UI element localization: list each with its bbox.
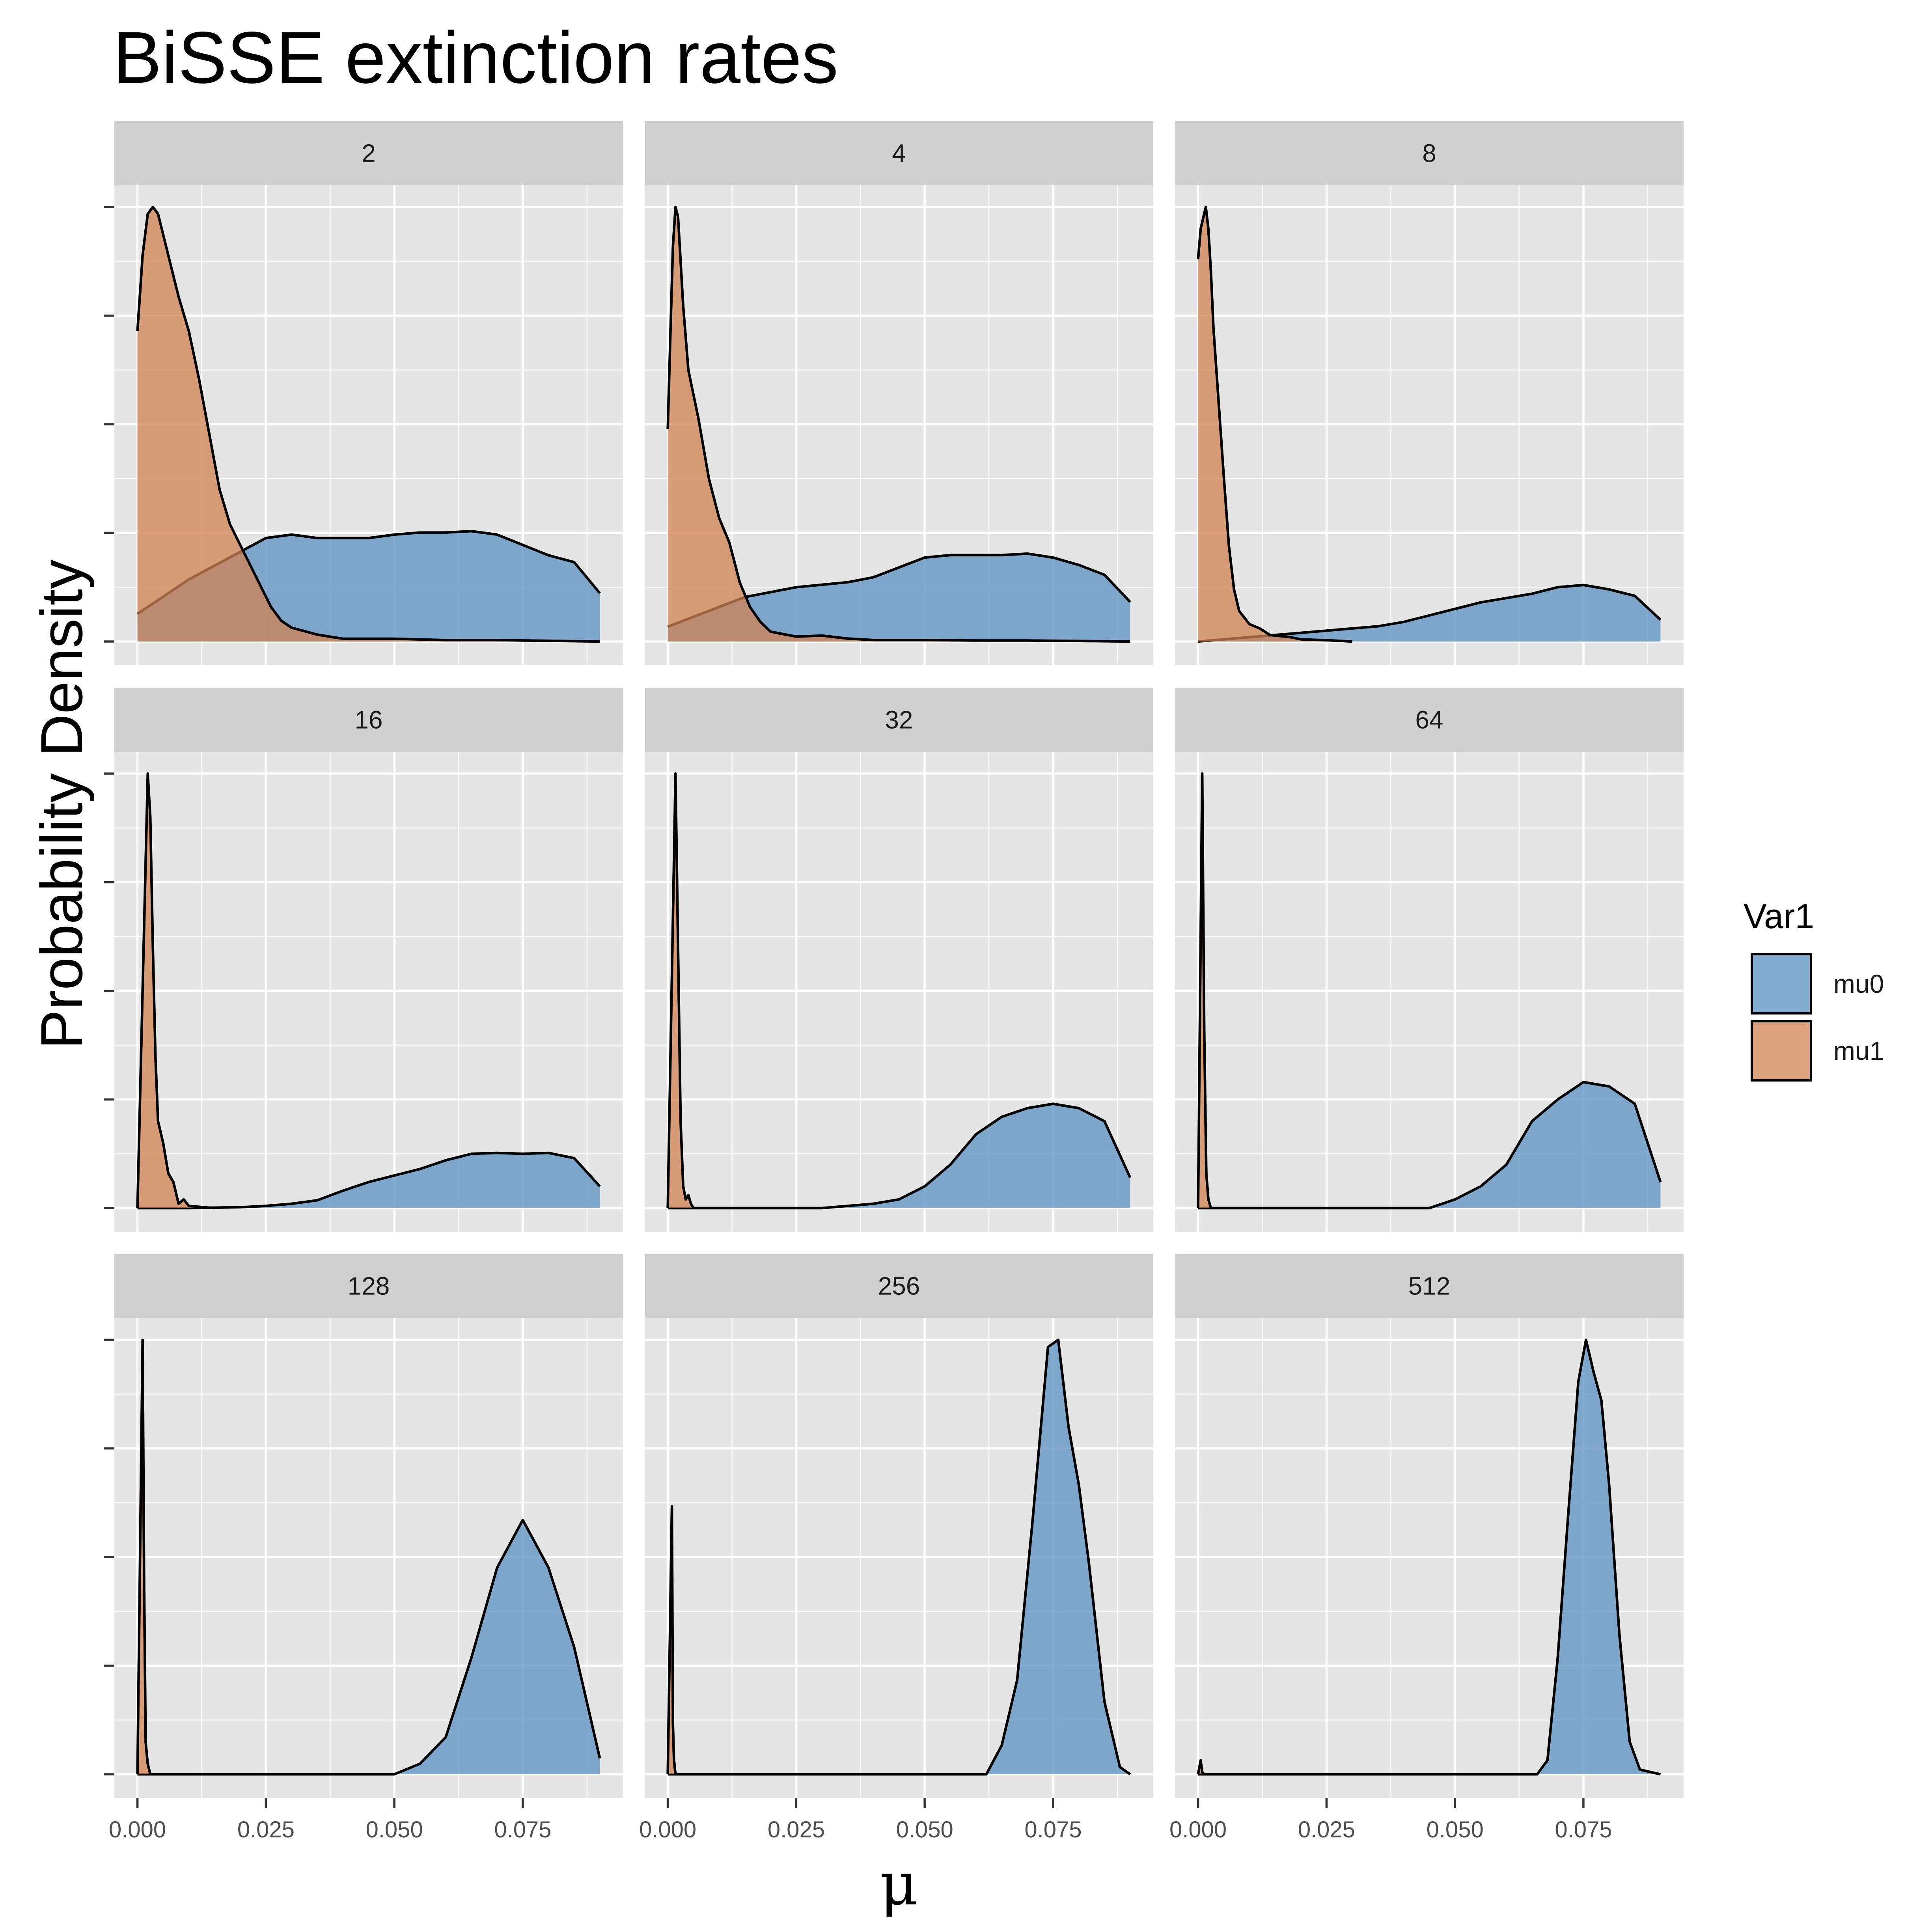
facet-strip-label: 64 [1415, 706, 1443, 734]
density-line-mu0 [668, 1338, 1131, 1776]
facet-strip [1175, 688, 1684, 752]
facet-strip [1175, 121, 1684, 185]
density-area-mu0 [1198, 585, 1661, 642]
density-line-mu1 [1197, 1759, 1205, 1775]
density-line-mu1 [1197, 772, 1212, 1208]
density-line-mu1 [666, 205, 1130, 643]
x-tick-label: 0.025 [237, 1817, 295, 1842]
facet-strip-label: 8 [1422, 139, 1436, 168]
facet-strip [114, 121, 623, 185]
facet-strip [645, 1254, 1153, 1318]
facet-grid: 2 4 8 16 32 64 128 0.000 0.025 0.050 0.075 256 0.000… [104, 121, 1684, 1842]
x-tick-label: 0.050 [896, 1817, 953, 1842]
facet-panel-256: 256 0.000 0.025 0.050 0.075 [639, 1254, 1153, 1842]
x-tick-label: 0.000 [639, 1817, 696, 1842]
facet-strip-label: 4 [892, 139, 906, 168]
facet-panel-2: 2 [104, 121, 623, 665]
density-line-mu0 [137, 1151, 601, 1210]
x-tick-label: 0.050 [366, 1817, 423, 1842]
facet-strip-label: 16 [354, 706, 382, 734]
legend-entries: mu0 mu1 [1751, 953, 1884, 1082]
density-area-mu0 [137, 1153, 600, 1208]
x-tick-label: 0.075 [1024, 1817, 1082, 1842]
y-axis-title: Probability Density [28, 559, 95, 1049]
density-line-mu0 [137, 1518, 601, 1776]
x-tick-label: 0.025 [768, 1817, 825, 1842]
facet-panel-4: 4 [645, 121, 1153, 665]
density-line-mu1 [136, 1338, 152, 1775]
facet-strip [1175, 1254, 1684, 1318]
facet-strip-label: 512 [1408, 1272, 1451, 1300]
facet-panel-8: 8 [1175, 121, 1684, 665]
facet-strip-label: 32 [885, 706, 913, 734]
chart-title: BiSSE extinction rates [113, 17, 838, 99]
density-area-mu1 [137, 207, 600, 642]
facet-panel-128: 128 0.000 0.025 0.050 0.075 [104, 1254, 623, 1842]
facet-panel-16: 16 [104, 688, 623, 1232]
density-line-mu1 [136, 205, 600, 643]
density-line-mu1 [136, 772, 215, 1210]
legend-label-mu0: mu0 [1833, 969, 1884, 998]
x-tick-label: 0.075 [1555, 1817, 1612, 1842]
x-axis-title: μ [880, 1850, 918, 1919]
density-area-mu1 [1198, 207, 1352, 642]
legend-title: Var1 [1744, 897, 1814, 936]
facet-panel-32: 32 [645, 688, 1153, 1232]
density-area-mu0 [668, 1104, 1130, 1208]
x-tick-label: 0.075 [494, 1817, 551, 1842]
density-line-mu0 [1198, 1081, 1662, 1210]
legend-key-mu1 [1751, 1020, 1812, 1082]
x-tick-label: 0.025 [1298, 1817, 1355, 1842]
facet-strip [645, 688, 1153, 752]
density-line-mu1 [666, 772, 695, 1209]
facet-strip-label: 256 [878, 1272, 920, 1300]
density-area-mu0 [1198, 1340, 1661, 1774]
x-tick-label: 0.000 [109, 1817, 166, 1842]
density-area-mu1 [668, 207, 1130, 642]
facet-strip-label: 128 [348, 1272, 390, 1300]
facet-strip-label: 2 [362, 139, 376, 168]
density-line-mu0 [1198, 1338, 1661, 1776]
x-tick-label: 0.000 [1169, 1817, 1227, 1842]
density-area-mu0 [668, 554, 1130, 642]
density-area-mu0 [137, 1520, 600, 1774]
density-line-mu1 [1197, 205, 1352, 643]
x-tick-label: 0.050 [1427, 1817, 1484, 1842]
facet-panel-64: 64 [1175, 688, 1684, 1232]
density-area-mu0 [668, 1340, 1130, 1774]
density-line-mu1 [666, 1505, 677, 1775]
facet-strip [114, 1254, 623, 1318]
legend-key-mu0 [1751, 953, 1812, 1014]
facet-strip [114, 688, 623, 752]
legend: Var1 mu0 mu1 [1744, 897, 1884, 1082]
facet-panel-512: 512 0.000 0.025 0.050 0.075 [1169, 1254, 1684, 1842]
legend-label-mu1: mu1 [1833, 1036, 1884, 1065]
density-area-mu0 [1198, 1082, 1661, 1208]
facet-strip [645, 121, 1153, 185]
density-line-mu0 [668, 1102, 1132, 1210]
